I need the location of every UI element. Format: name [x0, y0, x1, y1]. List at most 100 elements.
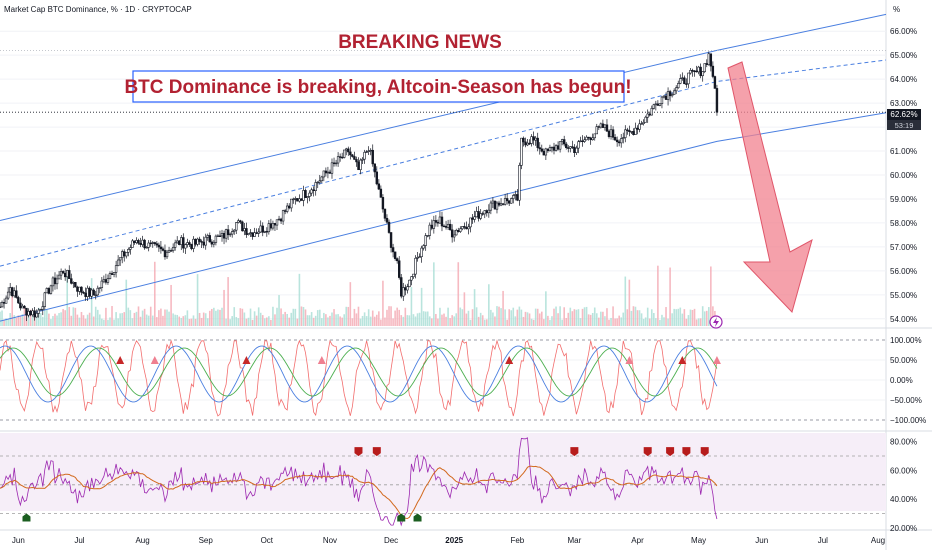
candle-body — [548, 147, 552, 152]
volume-bar — [178, 316, 181, 326]
candle-body — [245, 228, 248, 235]
volume-bar — [276, 307, 278, 326]
volume-bar — [119, 313, 121, 326]
candle-body — [562, 139, 566, 145]
price-tick-label: 59.00% — [890, 195, 917, 204]
volume-bar — [406, 315, 409, 326]
volume-bar — [622, 312, 625, 326]
candle-body — [381, 197, 385, 210]
volume-bar — [565, 317, 568, 326]
volume-bar — [687, 315, 690, 326]
candle-body — [340, 156, 344, 159]
volume-bar — [257, 307, 260, 326]
volume-bar — [349, 282, 352, 326]
volume-bar — [9, 313, 11, 326]
volume-bar — [180, 317, 183, 326]
x-tick-label: Jul — [74, 536, 84, 545]
volume-bar — [567, 312, 570, 326]
volume-bar — [82, 315, 85, 326]
candle-body — [477, 211, 480, 219]
candle-body — [139, 242, 142, 245]
volume-bar — [573, 309, 576, 326]
candle-body — [169, 250, 173, 252]
candle-body — [78, 286, 81, 292]
candle-body — [277, 218, 281, 221]
volume-bar — [534, 308, 537, 326]
volume-bar — [475, 307, 478, 326]
volume-bar — [0, 311, 1, 326]
candle-body — [644, 116, 647, 123]
price-badge: 62.62% 53:19 — [887, 109, 921, 130]
candle-body — [428, 224, 431, 236]
candle-body — [518, 165, 521, 201]
candle-body — [15, 290, 18, 298]
candle-body — [583, 139, 586, 142]
candle-body — [670, 94, 674, 97]
candle-body — [546, 148, 550, 152]
volume-bar — [158, 310, 160, 326]
volume-bar — [286, 313, 288, 326]
volume-bar — [302, 306, 305, 326]
volume-bar — [60, 312, 62, 326]
candle-body — [426, 235, 429, 237]
volume-bar — [634, 306, 637, 326]
candle-body — [194, 238, 197, 245]
rsi-tick-label: 60.00% — [890, 466, 917, 475]
candle-body — [281, 210, 285, 222]
volume-bar — [160, 308, 162, 326]
candle-body — [422, 245, 425, 249]
volume-bar — [153, 261, 156, 326]
volume-bar — [174, 314, 176, 326]
candle-body — [581, 140, 584, 142]
volume-bar — [396, 307, 398, 326]
candle-body — [479, 213, 482, 219]
candle-body — [149, 242, 152, 245]
volume-bar — [392, 318, 394, 326]
candle-body — [516, 194, 519, 201]
candle-body — [147, 242, 150, 248]
volume-bar — [359, 318, 362, 326]
candle-body — [285, 205, 289, 212]
volume-bar — [270, 319, 272, 326]
volume-bar — [681, 313, 684, 326]
candle-body — [47, 288, 51, 294]
candle-body — [61, 271, 65, 274]
volume-bar — [62, 308, 64, 326]
candle-body — [239, 220, 242, 223]
volume-bar — [624, 276, 627, 326]
candle-body — [21, 305, 24, 309]
lightning-icon[interactable] — [709, 315, 723, 329]
volume-bar — [481, 315, 484, 326]
candle-body — [540, 148, 543, 152]
candle-body — [589, 137, 592, 141]
candle-body — [51, 277, 55, 287]
rsi-bear-marker — [666, 447, 675, 457]
volume-bar — [357, 306, 360, 326]
candle-body — [530, 136, 533, 144]
volume-bar — [365, 316, 368, 326]
volume-bar — [247, 317, 250, 326]
volume-bar — [494, 316, 496, 326]
x-tick-label: Aug — [135, 536, 149, 545]
candle-body — [208, 235, 211, 243]
volume-bar — [58, 313, 60, 326]
candle-body — [442, 225, 446, 228]
candle-body — [155, 243, 159, 246]
volume-bar — [188, 319, 191, 326]
volume-bar — [52, 316, 54, 326]
volume-bar — [306, 315, 309, 326]
candle-body — [579, 140, 582, 142]
candle-body — [6, 291, 10, 299]
candle-body — [249, 232, 252, 234]
candle-body — [184, 244, 187, 249]
volume-bar — [369, 316, 372, 326]
volume-bar — [632, 306, 635, 326]
volume-bar — [677, 308, 680, 326]
x-tick-label: Jul — [818, 536, 828, 545]
volume-bar — [441, 314, 443, 326]
volume-bar — [31, 316, 34, 326]
price-tick-label: 60.00% — [890, 171, 917, 180]
volume-bar — [538, 313, 541, 326]
candle-body — [230, 231, 234, 235]
candle-body — [108, 273, 112, 279]
